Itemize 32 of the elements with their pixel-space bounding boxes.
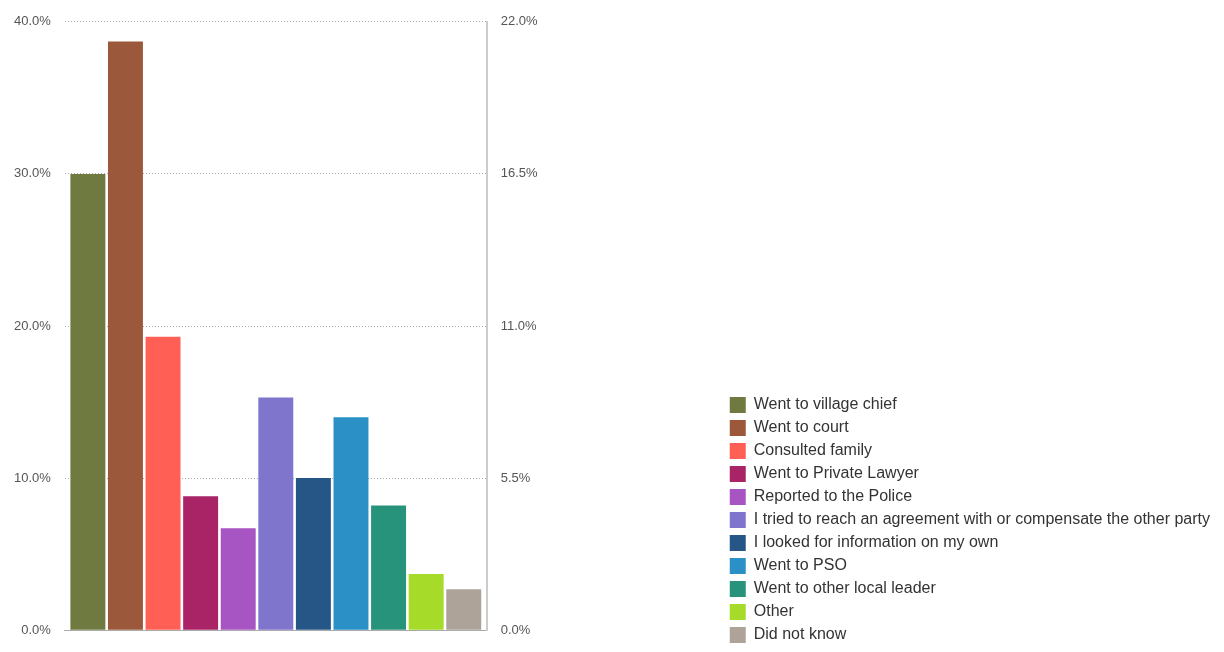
y-tick-label: 10.0%: [13, 469, 52, 485]
bar: [107, 41, 143, 630]
bar: [145, 336, 181, 630]
y-tick-label: 0.0%: [21, 621, 52, 637]
legend-label: Reported to the Police: [753, 487, 913, 505]
y2-tick-label: 11.0%: [500, 317, 538, 333]
legend-label: Went to village chief: [753, 395, 898, 413]
legend-label: Did not know: [753, 625, 847, 643]
y-tick-label: 40.0%: [13, 13, 52, 29]
legend-label: Went to court: [753, 418, 850, 436]
bar: [408, 573, 444, 630]
y2-tick-label: 5.5%: [500, 469, 531, 485]
bar: [295, 478, 331, 630]
legend-label: Consulted family: [753, 441, 873, 459]
legend-label: Went to other local leader: [753, 579, 937, 597]
legend-label: I tried to reach an agreement with or compensate the other party: [753, 510, 1210, 528]
y2-tick-label: 0.0%: [500, 621, 531, 637]
bar: [258, 397, 294, 630]
bar: [371, 505, 407, 630]
y2-tick-label: 22.0%: [500, 13, 539, 29]
bar: [70, 173, 106, 630]
legend-label: Went to PSO: [753, 556, 847, 574]
bar: [183, 496, 219, 630]
legend-label: Went to Private Lawyer: [753, 464, 920, 482]
y2-tick-label: 16.5%: [500, 165, 539, 181]
legend-label: I looked for information on my own: [753, 533, 999, 551]
y-tick-label: 30.0%: [13, 165, 52, 181]
bar: [220, 528, 256, 630]
bar: [446, 589, 482, 630]
bar: [333, 417, 369, 630]
y-tick-label: 20.0%: [13, 317, 52, 333]
legend-label: Other: [753, 602, 795, 620]
